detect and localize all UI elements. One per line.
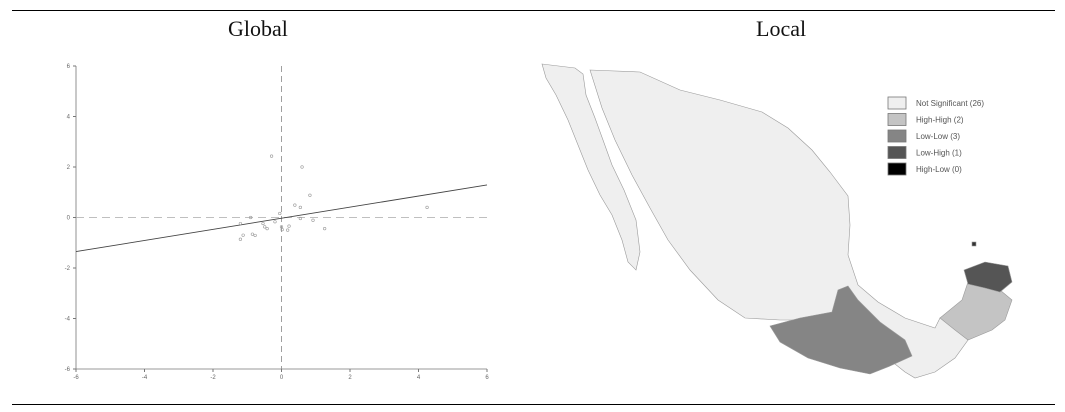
data-point (425, 205, 429, 209)
data-point (300, 165, 304, 169)
top-rule (12, 10, 1055, 11)
legend-swatch (887, 162, 907, 176)
x-tick-label: 6 (485, 375, 489, 381)
data-point (241, 233, 245, 237)
data-point (269, 154, 274, 158)
data-point (238, 221, 242, 226)
x-tick-label: -2 (210, 375, 216, 381)
data-point (238, 237, 242, 241)
campeche-qroo-high-high (939, 281, 1013, 341)
bottom-rule (12, 404, 1055, 405)
x-tick-label: 2 (348, 375, 352, 381)
global-title: Global (228, 16, 288, 41)
y-tick-label: 2 (67, 165, 71, 171)
legend-label: High-Low (0) (916, 165, 962, 174)
data-point (263, 225, 267, 229)
y-tick-label: -4 (65, 317, 71, 323)
legend-label: Low-Low (3) (916, 132, 960, 141)
map-legend: Not Significant (26) High-High (2) Low-Low… (887, 96, 984, 176)
data-point (278, 211, 282, 216)
data-point (265, 227, 269, 231)
data-point (250, 232, 254, 236)
data-point (261, 221, 265, 226)
data-point (308, 193, 312, 197)
data-point (280, 228, 284, 232)
data-point (253, 233, 257, 238)
data-point (323, 227, 327, 231)
local-title: Local (756, 16, 807, 41)
legend-label: Low-High (1) (916, 149, 962, 158)
x-tick-label: -4 (142, 375, 148, 381)
moran-scatterplot: -6 -4 -2 0 2 4 6 6 4 2 0 -2 -4 -6 (65, 64, 490, 381)
data-point (287, 224, 291, 228)
legend-swatch (887, 96, 907, 110)
y-tick-label: -6 (65, 367, 71, 373)
y-tick-label: 6 (67, 64, 71, 70)
legend-swatch (887, 146, 907, 159)
legend-label: High-High (2) (916, 116, 964, 125)
island (971, 241, 977, 247)
data-point (286, 228, 290, 232)
guerrero-oaxaca-low-low (769, 285, 913, 375)
yucatan-low-high (963, 261, 1013, 293)
data-point (279, 225, 284, 229)
data-point (298, 216, 302, 221)
data-point (249, 215, 253, 220)
y-tick-label: -2 (65, 266, 71, 272)
x-tick-label: 0 (280, 375, 284, 381)
legend-label: Not Significant (26) (916, 99, 984, 108)
legend-swatch (887, 113, 907, 126)
regression-line (75, 184, 488, 253)
data-point (311, 218, 315, 222)
baja-california (541, 63, 641, 271)
data-point (293, 203, 297, 207)
legend-swatch (887, 129, 907, 143)
y-tick-label: 4 (67, 115, 71, 121)
data-point (273, 220, 277, 224)
mexico-map (541, 63, 1013, 379)
data-point (298, 205, 302, 209)
x-tick-label: -6 (73, 375, 79, 381)
x-tick-label: 4 (417, 375, 421, 381)
y-tick-label: 0 (67, 216, 71, 222)
